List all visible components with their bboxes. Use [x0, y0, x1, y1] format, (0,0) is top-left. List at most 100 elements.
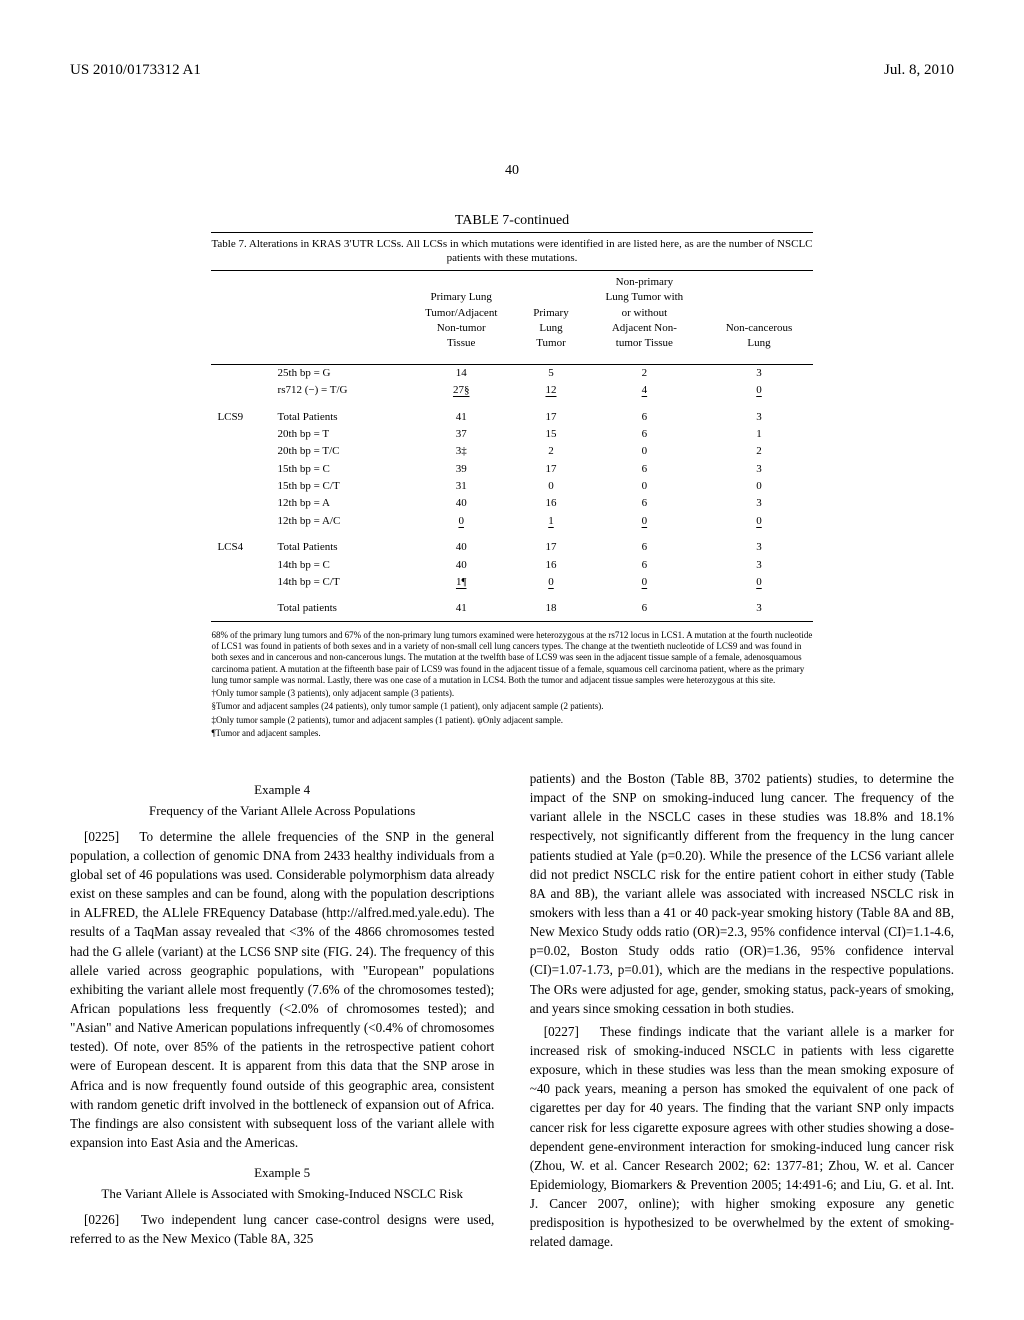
- table-cell: 20th bp = T: [272, 426, 404, 443]
- footnote: ‡Only tumor sample (2 patients), tumor a…: [211, 715, 812, 726]
- table-cell: 17: [519, 461, 584, 478]
- footnote: 68% of the primary lung tumors and 67% o…: [211, 630, 812, 686]
- table-row: 20th bp = T/C3‡202: [211, 443, 812, 460]
- table-cell: 3‡: [404, 443, 519, 460]
- table-cell: 6: [583, 557, 705, 574]
- table-cell: rs712 (−) = T/G: [272, 382, 404, 399]
- table-cell: [211, 478, 271, 495]
- table-footnotes: 68% of the primary lung tumors and 67% o…: [211, 630, 812, 739]
- table-cell: 15th bp = C: [272, 461, 404, 478]
- table-cell: 17: [519, 400, 584, 426]
- table-cell: LCS4: [211, 530, 271, 556]
- para-0227-num: [0227]: [544, 1024, 579, 1039]
- table-cell: 2: [705, 443, 812, 460]
- table-cell: 17: [519, 530, 584, 556]
- table-cell: Total Patients: [272, 530, 404, 556]
- example-5-title: Example 5: [70, 1164, 494, 1183]
- table-cell: 40: [404, 495, 519, 512]
- table-cell: 5: [519, 364, 584, 382]
- table-cell: 3: [705, 530, 812, 556]
- table-row: 14th bp = C401663: [211, 557, 812, 574]
- para-0226-cont: patients) and the Boston (Table 8B, 3702…: [530, 769, 954, 1018]
- body-columns: Example 4 Frequency of the Variant Allel…: [70, 769, 954, 1256]
- table-cell: 20th bp = T/C: [272, 443, 404, 460]
- table-caption: Table 7. Alterations in KRAS 3′UTR LCSs.…: [211, 232, 812, 271]
- footnote: ¶Tumor and adjacent samples.: [211, 728, 812, 739]
- table-cell: 0: [583, 574, 705, 591]
- table-cell: 2: [583, 364, 705, 382]
- table-row: 14th bp = C/T1¶000: [211, 574, 812, 591]
- para-0226: [0226] Two independent lung cancer case-…: [70, 1210, 494, 1248]
- table-cell: 3: [705, 557, 812, 574]
- table-cell: 0: [404, 513, 519, 530]
- para-0227-text: These findings indicate that the variant…: [530, 1024, 954, 1250]
- table-cell: 39: [404, 461, 519, 478]
- table-cell: [211, 513, 271, 530]
- table-cell: 1¶: [404, 574, 519, 591]
- table-7: TABLE 7-continued Table 7. Alterations i…: [211, 211, 812, 622]
- table-cell: [211, 574, 271, 591]
- table-cell: [211, 443, 271, 460]
- table-cell: LCS9: [211, 400, 271, 426]
- table-cell: 3: [705, 400, 812, 426]
- table-cell: [211, 382, 271, 399]
- table-cell: 0: [519, 574, 584, 591]
- table-header-cell: Non-cancerousLung: [705, 271, 812, 364]
- table-header-cell: Primary LungTumor/AdjacentNon-tumorTissu…: [404, 271, 519, 364]
- table-cell: 2: [519, 443, 584, 460]
- table-cell: 40: [404, 557, 519, 574]
- table-cell: 6: [583, 461, 705, 478]
- table-cell: 0: [583, 513, 705, 530]
- table-row: 15th bp = C/T31000: [211, 478, 812, 495]
- table-cell: 15: [519, 426, 584, 443]
- para-0225-text: To determine the allele frequencies of t…: [70, 829, 494, 1150]
- left-column: Example 4 Frequency of the Variant Allel…: [70, 769, 494, 1256]
- para-0225-num: [0225]: [84, 829, 119, 844]
- table-body: Primary LungTumor/AdjacentNon-tumorTissu…: [211, 271, 812, 622]
- table-cell: 12th bp = A: [272, 495, 404, 512]
- table-cell: Total Patients: [272, 400, 404, 426]
- table-header-cell: Non-primaryLung Tumor withor withoutAdja…: [583, 271, 705, 364]
- table-cell: Total patients: [272, 591, 404, 621]
- table-row: 12th bp = A401663: [211, 495, 812, 512]
- example-4-title: Example 4: [70, 781, 494, 800]
- table-cell: 27§: [404, 382, 519, 399]
- table-cell: 6: [583, 400, 705, 426]
- table-header-cell: PrimaryLungTumor: [519, 271, 584, 364]
- table-cell: 31: [404, 478, 519, 495]
- table-cell: 40: [404, 530, 519, 556]
- table-cell: 16: [519, 557, 584, 574]
- example-4-subtitle: Frequency of the Variant Allele Across P…: [70, 802, 494, 821]
- right-column: patients) and the Boston (Table 8B, 3702…: [530, 769, 954, 1256]
- table-row: 20th bp = T371561: [211, 426, 812, 443]
- table-cell: [211, 557, 271, 574]
- table-cell: 18: [519, 591, 584, 621]
- table-row: 25th bp = G14523: [211, 364, 812, 382]
- table-row: LCS4Total Patients401763: [211, 530, 812, 556]
- table-cell: 3: [705, 364, 812, 382]
- table-cell: 25th bp = G: [272, 364, 404, 382]
- table-cell: 0: [519, 478, 584, 495]
- table-cell: [211, 591, 271, 621]
- footnote: §Tumor and adjacent samples (24 patients…: [211, 701, 812, 712]
- table-row: LCS9Total Patients411763: [211, 400, 812, 426]
- para-0226-num: [0226]: [84, 1212, 119, 1227]
- table-cell: 15th bp = C/T: [272, 478, 404, 495]
- para-0225: [0225] To determine the allele frequenci…: [70, 827, 494, 1152]
- table-cell: 0: [583, 478, 705, 495]
- table-title: TABLE 7-continued: [211, 211, 812, 231]
- example-5-subtitle: The Variant Allele is Associated with Sm…: [70, 1185, 494, 1204]
- table-cell: 37: [404, 426, 519, 443]
- table-cell: 0: [705, 513, 812, 530]
- para-0227: [0227] These findings indicate that the …: [530, 1022, 954, 1252]
- table-row: rs712 (−) = T/G27§1240: [211, 382, 812, 399]
- table-cell: [211, 426, 271, 443]
- table-header-cell: [211, 271, 271, 364]
- table-cell: 0: [705, 478, 812, 495]
- table-cell: 1: [705, 426, 812, 443]
- pub-number: US 2010/0173312 A1: [70, 60, 201, 81]
- table-cell: 14th bp = C: [272, 557, 404, 574]
- table-cell: 6: [583, 495, 705, 512]
- table-cell: 41: [404, 400, 519, 426]
- table-cell: 6: [583, 591, 705, 621]
